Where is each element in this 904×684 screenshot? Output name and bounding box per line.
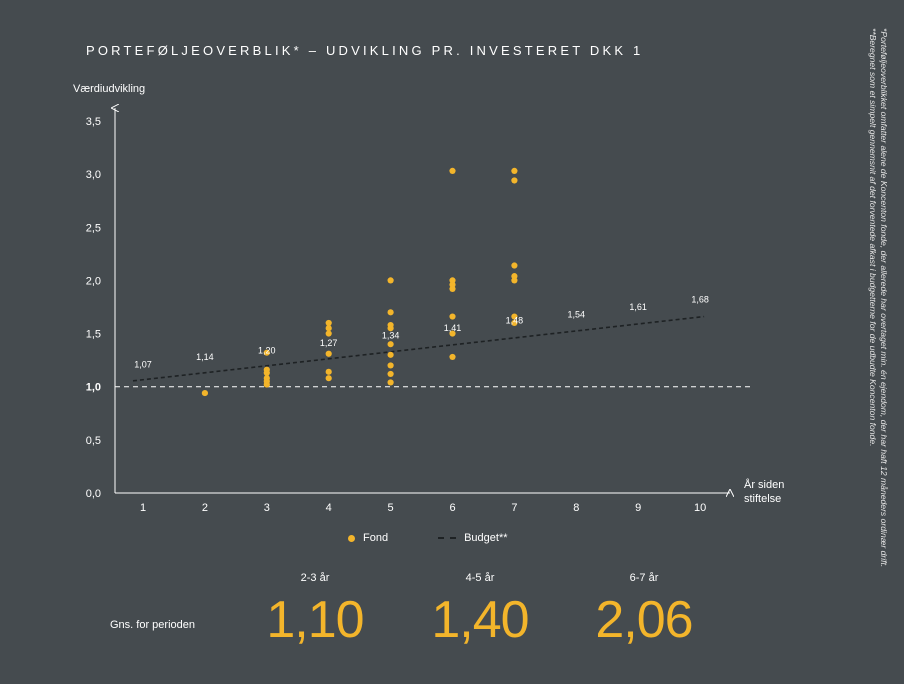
budget-value-label: 1,34	[382, 331, 400, 341]
budget-value-label: 1,68	[691, 294, 709, 304]
footnote-1: *Porteføljeoverblikket omfatter alene de…	[879, 28, 889, 568]
y-tick-label: 1,0	[86, 382, 101, 394]
fond-point	[387, 362, 394, 369]
fond-point	[387, 351, 394, 358]
x-axis-label-line2: stiftelse	[744, 493, 781, 505]
legend: Fond Budget**	[348, 532, 508, 544]
x-tick-label: 5	[388, 502, 394, 514]
fond-point	[325, 368, 332, 375]
x-tick-label: 9	[635, 502, 641, 514]
fond-point	[387, 370, 394, 378]
budget-line	[132, 315, 705, 382]
fond-point	[449, 353, 456, 361]
x-tick-label: 6	[449, 502, 455, 514]
budget-value-label: 1,14	[196, 352, 214, 362]
footnotes: *Porteføljeoverblikket omfatter alene de…	[867, 28, 889, 567]
fond-point	[511, 262, 518, 269]
y-tick-label: 1,5	[86, 329, 101, 341]
chart-title: PORTEFØLJEOVERBLIK* – UDVIKLING PR. INVE…	[86, 43, 644, 58]
x-tick-label: 4	[326, 502, 332, 514]
budget-value-label: 1,61	[629, 302, 647, 312]
fond-point	[449, 167, 456, 175]
y-tick-label: 2,5	[86, 222, 101, 234]
x-tick-label: 3	[264, 502, 270, 514]
budget-value-label: 1,20	[258, 345, 276, 355]
x-tick-label: 8	[573, 502, 579, 514]
fond-point	[387, 379, 394, 386]
y-tick-label: 3,5	[86, 116, 101, 128]
fond-point	[325, 350, 332, 357]
budget-value-label: 1,07	[134, 359, 152, 369]
fond-point	[511, 277, 518, 284]
fond-point	[387, 277, 394, 284]
fond-point	[387, 341, 394, 348]
fond-point	[263, 381, 270, 388]
fond-point	[449, 313, 456, 320]
legend-budget-label: Budget**	[464, 532, 508, 544]
x-axis-label-line1: År siden	[744, 478, 784, 491]
x-tick-label: 1	[140, 502, 146, 514]
y-axis-label: Værdiudvikling	[73, 83, 145, 95]
fond-point	[387, 325, 394, 332]
fond-point	[263, 369, 270, 376]
legend-budget-marker	[438, 537, 457, 539]
x-tick-label: 10	[694, 502, 706, 514]
fond-point	[449, 285, 456, 293]
budget-value-label: 1,54	[568, 309, 586, 319]
fond-point	[263, 349, 270, 356]
budget-value-label: 1,27	[320, 338, 338, 348]
fond-point	[511, 319, 518, 327]
y-tick-label: 2,0	[86, 275, 101, 287]
budget-value-label: 1,41	[444, 323, 462, 333]
fond-point	[387, 309, 394, 316]
fond-point	[511, 177, 518, 184]
budget-value-label: 1,48	[506, 316, 524, 326]
x-tick-label: 7	[511, 502, 517, 514]
fond-point	[511, 273, 518, 280]
y-tick-label: 0,0	[86, 488, 101, 500]
y-tick-label: 0,5	[86, 435, 101, 447]
legend-fond-label: Fond	[363, 532, 389, 544]
x-tick-label: 2	[202, 502, 208, 514]
fond-point	[201, 389, 208, 397]
fond-point	[511, 167, 518, 175]
fond-point	[449, 330, 456, 337]
legend-fond-marker	[348, 534, 355, 542]
y-tick-label: 3,0	[86, 169, 101, 181]
fond-point	[449, 281, 456, 288]
fond-point	[325, 375, 332, 382]
fond-point	[511, 313, 518, 320]
fond-point	[449, 277, 456, 284]
fond-point	[325, 330, 332, 337]
fond-point	[325, 325, 332, 332]
fond-point	[325, 319, 332, 327]
footnote-2: **Beregnet som et simpelt gennemsnit af …	[868, 28, 878, 447]
